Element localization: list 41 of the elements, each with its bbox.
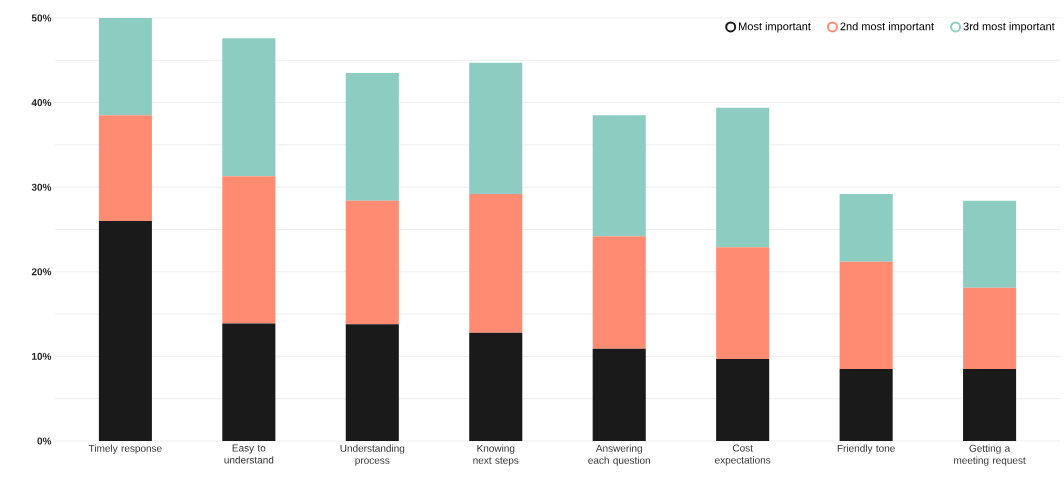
bar xyxy=(98,221,152,441)
bar xyxy=(222,323,276,441)
bar xyxy=(716,358,770,441)
x-tick-label: Friendly tone xyxy=(837,444,895,454)
bar xyxy=(345,200,399,325)
bar xyxy=(839,369,893,441)
bar xyxy=(592,348,646,441)
x-tick-label: Answering each question xyxy=(588,444,650,466)
x-tick-label: Easy to understand xyxy=(224,444,274,464)
x-tick-label: Knowing next steps xyxy=(473,444,519,466)
y-tick-label: 50% xyxy=(31,14,52,22)
bar xyxy=(963,287,1017,370)
bar xyxy=(345,324,399,441)
y-tick-label: 40% xyxy=(31,99,52,107)
bar xyxy=(345,72,399,201)
bar xyxy=(839,261,893,370)
x-tick-label: Timely response xyxy=(88,444,162,454)
bar xyxy=(98,18,152,116)
bar xyxy=(469,332,523,441)
bar xyxy=(716,107,770,248)
x-tick-label: Understanding process xyxy=(340,444,405,466)
bar xyxy=(839,193,893,262)
bar xyxy=(469,193,523,333)
bar xyxy=(222,38,276,177)
x-tick-label: Getting a meeting request xyxy=(954,444,1026,466)
x-tick-label: Cost expectations xyxy=(715,444,771,466)
bar xyxy=(98,115,152,222)
bar xyxy=(469,62,523,194)
bar xyxy=(222,176,276,324)
bar xyxy=(592,115,646,237)
legend-label: Most important xyxy=(739,22,811,33)
bar xyxy=(592,236,646,349)
bar xyxy=(716,247,770,359)
y-tick-label: 20% xyxy=(31,268,52,276)
y-tick-label: 0% xyxy=(37,437,52,445)
y-tick-label: 30% xyxy=(31,183,52,191)
legend-label: 2nd most important xyxy=(840,22,934,33)
bar xyxy=(963,369,1017,441)
bar xyxy=(963,200,1017,288)
legend-label: 3rd most important xyxy=(963,22,1055,33)
y-tick-label: 10% xyxy=(32,352,52,360)
